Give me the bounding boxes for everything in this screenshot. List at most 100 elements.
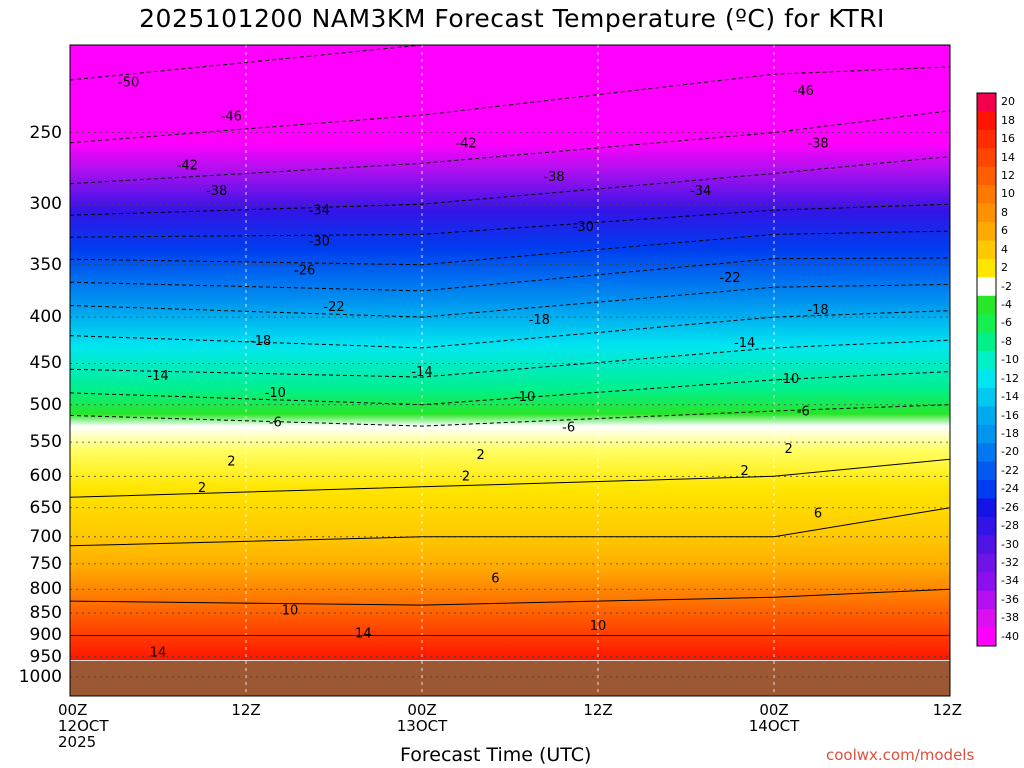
- colorbar-label: -34: [1001, 574, 1019, 588]
- contour-line: [69, 66, 951, 144]
- colorbar-swatch: [977, 258, 996, 278]
- contour-line: [69, 44, 423, 81]
- colorbar-swatch: [977, 627, 996, 647]
- contour-labels: -50 -46 -46 -42 -42 -38 -38 -38 -34 -34 -30 -30 -26 -…: [118, 75, 829, 660]
- y-tick-label: 600: [29, 466, 62, 487]
- y-tick-label: 950: [29, 646, 62, 667]
- x-tick-line: 12Z: [231, 701, 261, 719]
- colorbar-swatch: [977, 406, 996, 426]
- colorbar: [976, 92, 997, 647]
- colorbar-swatch: [977, 424, 996, 444]
- colorbar-label: -38: [1001, 611, 1019, 625]
- x-tick-label: 12Z: [568, 702, 628, 718]
- contour-line: [69, 404, 951, 427]
- colorbar-swatch: [977, 351, 996, 370]
- colorbar-swatch: [977, 240, 996, 260]
- contour-label: 2: [785, 442, 793, 457]
- contour-label: -42: [177, 159, 198, 174]
- contour-label: -46: [793, 84, 814, 99]
- contour-label: -30: [573, 220, 594, 235]
- colorbar-swatch: [977, 222, 996, 241]
- ground-layer: [70, 660, 950, 696]
- colorbar-swatch: [977, 498, 996, 518]
- contour-label: -6: [797, 405, 810, 420]
- contour-label: -14: [147, 369, 168, 384]
- contour-line: [69, 339, 951, 378]
- contour-label: -38: [807, 136, 828, 151]
- colorbar-label: -24: [1001, 482, 1019, 496]
- colorbar-label: -4: [1001, 297, 1012, 311]
- contour-label: -26: [294, 263, 315, 278]
- colorbar-label: -32: [1001, 556, 1019, 570]
- contour-line: [69, 458, 951, 498]
- colorbar-swatch: [977, 185, 996, 205]
- contour-line: [69, 371, 951, 406]
- y-tick-label: 350: [29, 254, 62, 275]
- colorbar-swatch: [977, 314, 996, 334]
- contour-line: [69, 110, 951, 185]
- colorbar-swatch: [977, 480, 996, 500]
- colorbar-swatch: [977, 111, 996, 131]
- colorbar-swatch: [977, 516, 996, 536]
- colorbar-label: -28: [1001, 519, 1019, 533]
- y-tick-label: 400: [29, 307, 62, 328]
- contour-label: 2: [198, 481, 206, 496]
- contour-line: [69, 507, 951, 547]
- contour-label: -38: [543, 170, 564, 185]
- contour-line: [69, 203, 951, 238]
- colorbar-label: -2: [1001, 279, 1012, 293]
- colorbar-label: 20: [1001, 95, 1015, 109]
- colorbar-swatch: [977, 443, 996, 463]
- contour-label: 6: [814, 507, 822, 522]
- contour-label: -18: [529, 313, 550, 328]
- y-tick-label: 800: [29, 579, 62, 600]
- x-tick-label: 00Z 12OCT 2025: [58, 702, 118, 750]
- colorbar-label: -36: [1001, 592, 1019, 606]
- x-tick-line: 00Z: [759, 701, 789, 719]
- contour-label: 2: [462, 469, 470, 484]
- x-tick-line: 13OCT: [396, 717, 448, 735]
- colorbar-label: 8: [1001, 205, 1008, 219]
- contour-label: -42: [455, 136, 476, 151]
- gridlines: [69, 45, 951, 696]
- colorbar-label: -26: [1001, 500, 1019, 514]
- contour-label: 6: [491, 571, 499, 586]
- colorbar-swatch: [977, 609, 996, 629]
- colorbar-label: -12: [1001, 371, 1019, 385]
- contour-label: -30: [309, 235, 330, 250]
- colorbar-swatch: [977, 387, 996, 407]
- x-tick-line: 2025: [58, 733, 97, 751]
- x-tick-line: 12Z: [583, 701, 613, 719]
- y-tick-label: 900: [29, 625, 62, 646]
- colorbar-label: -8: [1001, 334, 1012, 348]
- colorbar-label: 6: [1001, 224, 1008, 238]
- contour-lines: [69, 44, 951, 636]
- colorbar-label: 2: [1001, 261, 1008, 275]
- contour-label: -22: [323, 300, 344, 315]
- contour-label: -18: [250, 334, 271, 349]
- contour-label: -14: [734, 336, 755, 351]
- x-tick-label: 00Z 14OCT: [744, 702, 804, 734]
- x-tick-line: 00Z: [58, 701, 88, 719]
- y-tick-label: 450: [29, 353, 62, 374]
- colorbar-label: 18: [1001, 113, 1015, 127]
- colorbar-label: 4: [1001, 242, 1008, 256]
- contour-label: 10: [590, 619, 607, 634]
- x-tick-label: 12Z: [216, 702, 276, 718]
- temperature-field: [70, 45, 950, 660]
- colorbar-label: -6: [1001, 316, 1012, 330]
- y-tick-label: 1000: [18, 666, 62, 687]
- contour-label: -50: [118, 75, 139, 90]
- source-credit[interactable]: coolwx.com/models: [826, 746, 975, 764]
- contour-label: 14: [355, 626, 372, 641]
- colorbar-swatch: [977, 129, 996, 149]
- x-tick-label: 12Z: [902, 702, 962, 718]
- contour-label: -10: [778, 372, 799, 387]
- x-tick-line: 14OCT: [748, 717, 800, 735]
- contour-label: 10: [282, 604, 299, 619]
- y-tick-label: 650: [29, 497, 62, 518]
- contour-label: -22: [719, 271, 740, 286]
- x-tick-line: 12OCT: [58, 717, 109, 735]
- contour-line: [69, 156, 951, 216]
